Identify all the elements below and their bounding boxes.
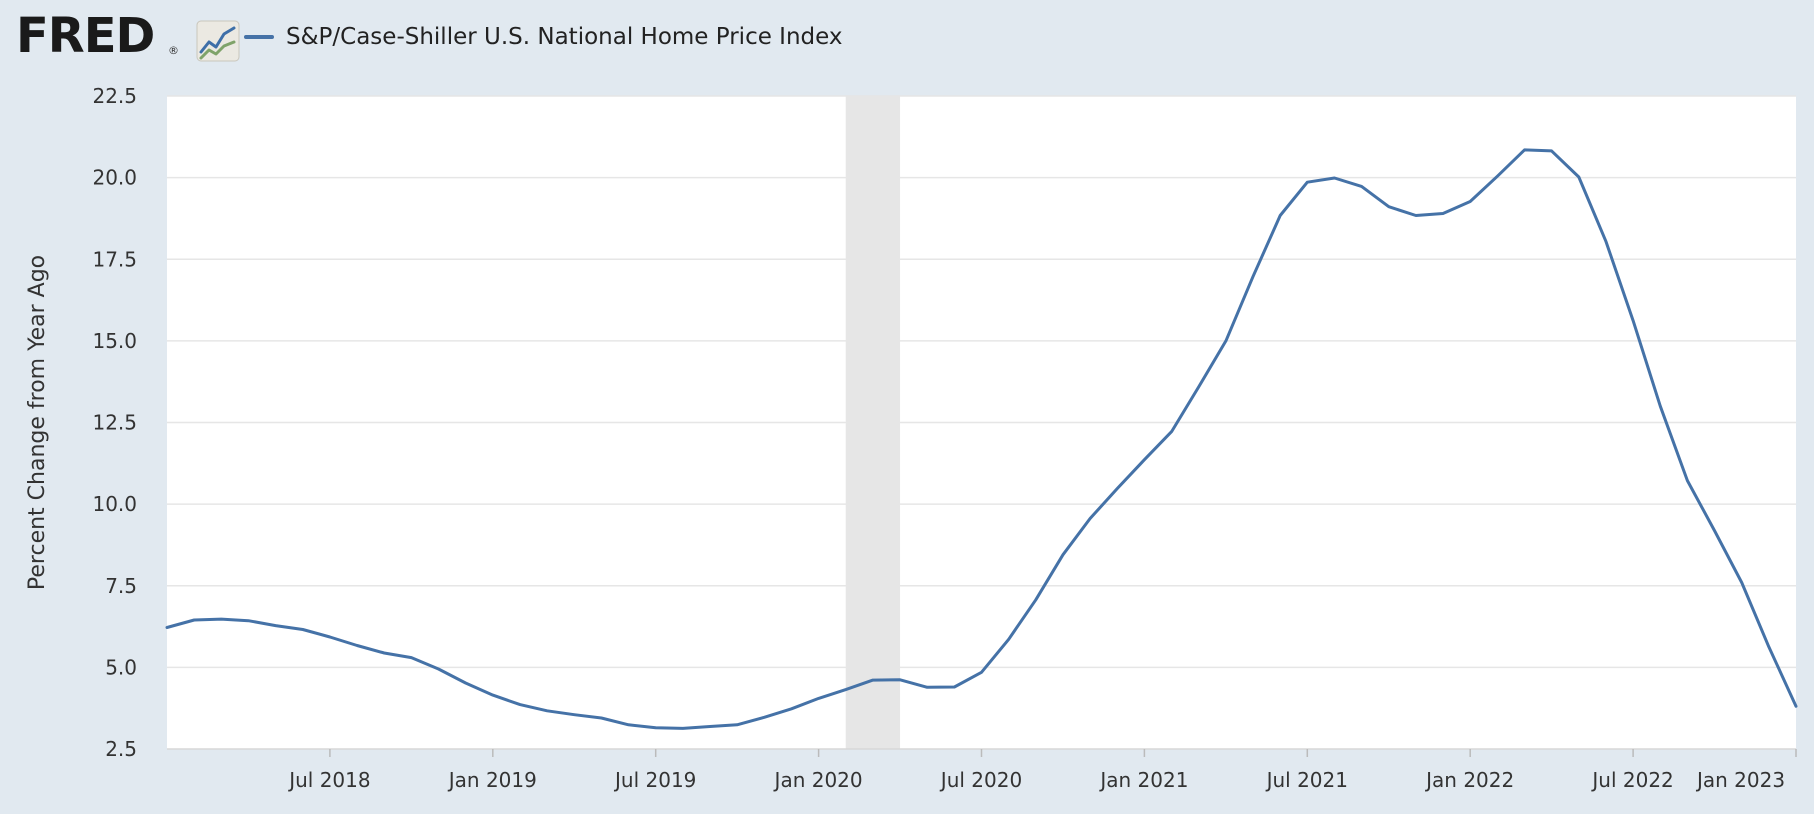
y-axis-title: Percent Change from Year Ago bbox=[25, 255, 50, 590]
y-tick-label: 7.5 bbox=[105, 574, 137, 598]
x-tick-label: Jul 2019 bbox=[613, 768, 696, 792]
y-tick-label: 12.5 bbox=[92, 411, 137, 435]
x-axis-ticks: Jul 2018 Jan 2019 Jul 2019 Jan 2020 Jul 2020… bbox=[167, 748, 1797, 792]
y-tick-label: 22.5 bbox=[92, 84, 137, 108]
registered-mark: ® bbox=[168, 44, 179, 57]
x-tick-label: Jan 2019 bbox=[447, 768, 537, 792]
fred-logo[interactable]: FRED ® bbox=[16, 8, 240, 64]
legend-series-label: S&P/Case-Shiller U.S. National Home Pric… bbox=[286, 24, 843, 50]
fred-wordmark: FRED bbox=[16, 8, 155, 64]
x-tick-label: Jul 2020 bbox=[939, 768, 1022, 792]
y-tick-label: 10.0 bbox=[92, 492, 137, 516]
x-tick-label: Jan 2021 bbox=[1098, 768, 1188, 792]
y-axis-ticks: 2.5 5.0 7.5 10.0 12.5 15.0 17.5 20.0 22.5 bbox=[92, 84, 137, 761]
y-tick-label: 15.0 bbox=[92, 329, 137, 353]
line-graph-icon bbox=[196, 20, 240, 62]
y-tick-label: 5.0 bbox=[105, 655, 137, 679]
legend-swatch bbox=[244, 35, 274, 39]
x-tick-label: Jul 2018 bbox=[287, 768, 370, 792]
chart-legend: S&P/Case-Shiller U.S. National Home Pric… bbox=[244, 18, 843, 56]
y-tick-label: 17.5 bbox=[92, 247, 137, 271]
x-tick-label: Jan 2020 bbox=[773, 768, 863, 792]
header-bar: FRED ® S&P/Case-Shiller U.S. National Ho… bbox=[0, 0, 1814, 80]
x-tick-label: Jul 2022 bbox=[1590, 768, 1673, 792]
x-tick-label: Jan 2023 bbox=[1695, 768, 1785, 792]
series-line[interactable] bbox=[165, 148, 1798, 730]
x-tick-label: Jan 2022 bbox=[1424, 768, 1514, 792]
y-tick-label: 2.5 bbox=[105, 737, 137, 761]
y-tick-label: 20.0 bbox=[92, 166, 137, 190]
x-tick-label: Jul 2021 bbox=[1265, 768, 1348, 792]
